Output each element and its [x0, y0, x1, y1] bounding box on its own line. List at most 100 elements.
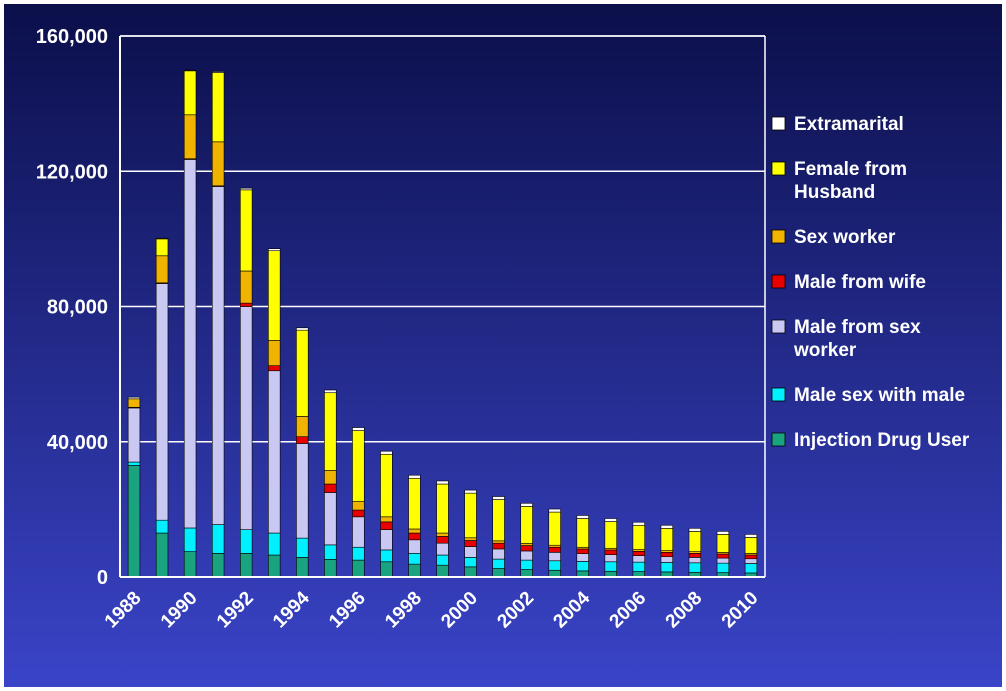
bar-segment-injection-drug-user-1998	[408, 563, 421, 578]
bar-segment-male-from-wife-2005	[604, 549, 617, 555]
bar-segment-male-from-wife-2009	[716, 553, 730, 559]
legend-swatch	[771, 161, 786, 176]
bar-segment-male-from-sex-worker-1989	[155, 283, 169, 521]
bar-segment-male-sex-with-male-1994	[296, 537, 309, 558]
bar-segment-male-sex-with-male-1993	[268, 532, 281, 556]
bar-stack-1994	[296, 327, 309, 578]
bar-segment-sex-worker-2003	[548, 544, 561, 548]
bar-segment-female-from-husband-1994	[296, 329, 309, 417]
bar-stack-2003	[548, 508, 561, 578]
bar-segment-sex-worker-1998	[408, 528, 421, 534]
bar-segment-male-sex-with-male-2009	[716, 562, 730, 573]
bar-stack-2008	[688, 528, 702, 578]
bars	[127, 69, 758, 578]
bar-segment-male-from-wife-1993	[268, 365, 281, 372]
bar-segment-female-from-husband-1995	[324, 392, 337, 471]
bar-segment-extramarital-1992	[240, 187, 253, 191]
bar-segment-extramarital-1990	[183, 69, 197, 72]
bar-segment-extramarital-2003	[548, 508, 561, 513]
bar-segment-male-from-wife-1997	[380, 521, 393, 530]
bar-segment-injection-drug-user-2000	[464, 566, 477, 578]
legend-item-male-from-wife: Male from wife	[771, 272, 926, 293]
legend-label: Female from	[794, 159, 907, 180]
bar-segment-injection-drug-user-2002	[520, 569, 533, 578]
bar-stack-2009	[716, 531, 730, 578]
legend-item-extramarital: Extramarital	[771, 114, 904, 135]
bar-segment-male-from-sex-worker-2009	[716, 557, 730, 564]
bar-stack-1998	[408, 474, 421, 578]
bar-segment-male-sex-with-male-1999	[436, 554, 449, 566]
bar-segment-extramarital-1996	[352, 427, 365, 431]
bar-segment-extramarital-1991	[211, 71, 225, 73]
bar-segment-injection-drug-user-1993	[268, 554, 281, 578]
bar-segment-male-from-sex-worker-1991	[211, 186, 225, 525]
bar-segment-injection-drug-user-1997	[380, 561, 393, 578]
bar-segment-injection-drug-user-1994	[296, 557, 309, 578]
y-tick-label: 120,000	[36, 161, 108, 183]
bar-segment-extramarital-1999	[436, 480, 449, 485]
bar-segment-female-from-husband-2000	[464, 492, 477, 539]
legend-label: Male sex with male	[794, 385, 965, 406]
bar-segment-sex-worker-1989	[155, 255, 169, 284]
bar-segment-male-from-sex-worker-1988	[127, 407, 141, 463]
bar-segment-male-from-wife-2003	[548, 546, 561, 553]
bar-segment-female-from-husband-1993	[268, 250, 281, 341]
bar-segment-female-from-husband-2006	[632, 524, 645, 550]
y-tick-label: 160,000	[36, 26, 108, 48]
bar-stack-1990	[183, 69, 197, 578]
bar-segment-male-from-sex-worker-2003	[548, 552, 561, 562]
bar-segment-extramarital-1995	[324, 389, 337, 394]
bar-segment-male-from-wife-2000	[464, 540, 477, 547]
bar-segment-injection-drug-user-1996	[352, 559, 365, 578]
bar-segment-female-from-husband-2009	[716, 534, 730, 553]
bar-segment-female-from-husband-2005	[604, 521, 617, 549]
legend-label: Male from wife	[794, 272, 926, 293]
bar-segment-sex-worker-1996	[352, 501, 365, 511]
bar-stack-1999	[436, 480, 449, 578]
bar-segment-male-sex-with-male-2004	[576, 561, 589, 572]
bar-segment-extramarital-2004	[576, 515, 589, 519]
bar-stack-1989	[155, 237, 169, 578]
bar-stack-2004	[576, 515, 589, 578]
bar-segment-sex-worker-1995	[324, 470, 337, 485]
bar-segment-male-from-wife-2008	[688, 553, 702, 558]
legend-label: Extramarital	[794, 114, 904, 135]
bar-segment-male-from-sex-worker-1996	[352, 516, 365, 548]
bar-segment-male-sex-with-male-1992	[240, 529, 253, 554]
bar-segment-extramarital-1997	[380, 450, 393, 455]
legend-label: Male from sex	[794, 317, 921, 338]
bar-segment-female-from-husband-2007	[660, 528, 674, 551]
bar-segment-male-from-wife-1999	[436, 536, 449, 544]
bar-segment-injection-drug-user-2003	[548, 569, 561, 578]
bar-segment-sex-worker-1991	[211, 141, 225, 187]
bar-segment-female-from-husband-2002	[520, 506, 533, 544]
bar-segment-injection-drug-user-1992	[240, 553, 253, 578]
bar-segment-female-from-husband-1990	[183, 70, 197, 116]
legend-swatch	[771, 116, 786, 131]
bar-segment-male-from-wife-1995	[324, 483, 337, 493]
bar-segment-male-from-sex-worker-1997	[380, 529, 393, 551]
legend-label: worker	[793, 340, 857, 361]
bar-stack-1996	[352, 427, 365, 578]
bar-segment-female-from-husband-1992	[240, 189, 253, 272]
bar-segment-male-from-wife-1994	[296, 436, 309, 444]
bar-segment-female-from-husband-2010	[744, 537, 758, 554]
bar-segment-extramarital-2002	[520, 502, 533, 507]
bar-segment-male-sex-with-male-2003	[548, 560, 561, 571]
bar-segment-male-sex-with-male-1991	[211, 524, 225, 554]
bar-stack-2001	[492, 496, 505, 578]
bar-segment-male-sex-with-male-2008	[688, 562, 702, 573]
bar-segment-male-sex-with-male-2005	[604, 561, 617, 572]
bar-stack-2000	[464, 489, 477, 578]
y-tick-label: 80,000	[47, 297, 108, 319]
bar-segment-male-from-sex-worker-1995	[324, 492, 337, 546]
bar-stack-1988	[127, 396, 141, 578]
bar-stack-1995	[324, 389, 337, 578]
legend-swatch	[771, 274, 786, 289]
bar-stack-2006	[632, 521, 645, 578]
bar-segment-female-from-husband-2004	[576, 518, 589, 548]
legend-label: Injection Drug User	[794, 430, 970, 451]
bar-segment-extramarital-2005	[604, 518, 617, 522]
bar-segment-female-from-husband-1996	[352, 430, 365, 502]
